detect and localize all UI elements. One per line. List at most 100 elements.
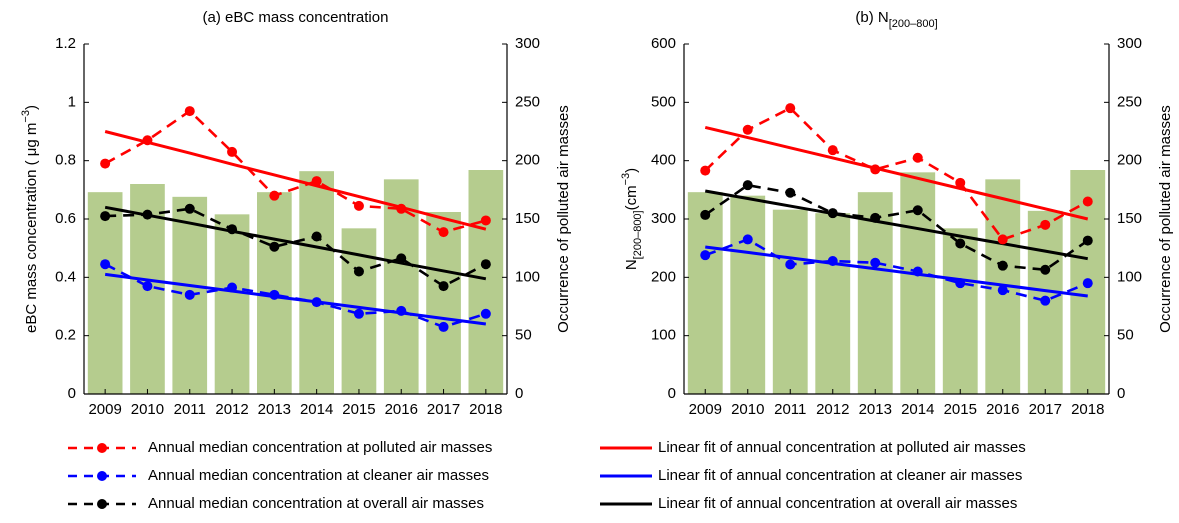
y-tick-label: 1.2 [55, 35, 76, 52]
x-tick-label: 2014 [901, 401, 934, 418]
bar [730, 195, 766, 394]
median-point [396, 305, 407, 316]
legend-label: Annual median concentration at overall a… [148, 495, 484, 512]
bar [214, 214, 250, 394]
x-tick-label: 2012 [215, 401, 248, 418]
median-point [955, 177, 966, 188]
median-point [184, 203, 195, 214]
y-axis-label: N[200–800](cm−3) [620, 168, 644, 270]
median-point [785, 187, 796, 198]
median-point [742, 180, 753, 191]
legend-marker [97, 471, 107, 481]
y-axis-label-part: N [623, 259, 640, 270]
y-tick-label: 400 [651, 152, 676, 169]
median-point [311, 231, 322, 242]
median-line [704, 237, 1089, 303]
x-tick-label: 2010 [131, 401, 164, 418]
fit-line [705, 245, 1088, 298]
x-tick-label: 2017 [427, 401, 460, 418]
fit-line [104, 130, 487, 231]
median-point [912, 152, 923, 163]
x-tick-label: 2014 [300, 401, 333, 418]
y-axis-label-part: (cm [623, 185, 640, 210]
y-tick-label: 0 [68, 385, 76, 402]
bar [87, 192, 123, 394]
median-point [438, 321, 449, 332]
median-point [827, 256, 838, 266]
median-point [353, 308, 364, 319]
bar [426, 212, 461, 394]
legend-label: Annual median concentration at cleaner a… [148, 467, 489, 484]
median-point [227, 282, 238, 293]
median-point [227, 224, 238, 235]
median-line [105, 207, 487, 288]
y-tick-label: 300 [651, 210, 676, 227]
x-tick-label: 2016 [385, 401, 418, 418]
median-point [827, 208, 838, 219]
y2-tick-label: 150 [515, 210, 540, 227]
median-point [480, 215, 491, 226]
x-tick-label: 2018 [469, 401, 502, 418]
median-point [870, 164, 881, 175]
median-point [438, 281, 449, 292]
y-axis-label-part: ) [623, 168, 640, 173]
legend-label: Linear fit of annual concentration at po… [658, 439, 1026, 456]
x-tick-label: 2011 [774, 401, 806, 418]
median-point [480, 308, 491, 319]
y2-tick-label: 100 [515, 268, 540, 285]
y2-tick-label: 300 [1117, 35, 1142, 52]
x-tick-label: 2015 [342, 401, 375, 418]
median-line [104, 263, 487, 329]
median-point [227, 146, 238, 157]
y-axis-label-part: −3 [620, 173, 632, 186]
median-point [827, 145, 838, 156]
y-tick-label: 0.4 [55, 268, 76, 285]
legend-label: Linear fit of annual concentration at cl… [658, 467, 1022, 484]
y-tick-label: 1 [68, 93, 76, 110]
y2-tick-label: 50 [1117, 327, 1134, 344]
median-point [353, 200, 364, 211]
median-point [184, 289, 195, 300]
median-point [480, 259, 491, 270]
bar [299, 171, 334, 394]
x-tick-label: 2017 [1029, 401, 1062, 418]
median-point [785, 103, 796, 114]
y-tick-label: 200 [651, 268, 676, 285]
x-tick-label: 2009 [689, 401, 722, 418]
median-point [269, 241, 280, 252]
chart-title-part: (a) eBC mass concentration [203, 9, 389, 26]
y2-tick-label: 150 [1117, 210, 1142, 227]
chart-title-part: [200–800] [889, 18, 938, 30]
median-point [912, 205, 923, 216]
legend-label: Linear fit of annual concentration at ov… [658, 495, 1017, 512]
median-point [912, 266, 923, 277]
median-point [870, 212, 881, 223]
median-point [311, 176, 322, 187]
y2-tick-label: 0 [1117, 385, 1125, 402]
legend-marker [97, 443, 107, 453]
median-point [1082, 278, 1093, 289]
y-tick-label: 0.2 [55, 327, 76, 344]
bar [942, 228, 978, 394]
x-tick-label: 2009 [88, 401, 121, 418]
median-point [870, 257, 881, 268]
x-tick-label: 2013 [859, 401, 892, 418]
median-line [704, 183, 1089, 272]
median-point [269, 289, 280, 300]
chart-title: (b) N[200–800] [855, 9, 937, 30]
x-tick-label: 2015 [944, 401, 977, 418]
median-point [142, 281, 153, 292]
median-point [184, 106, 195, 117]
y-axis-label-part: −3 [20, 110, 32, 123]
y-axis-label-part: ) [23, 105, 40, 110]
y-axis-label-part: eBC mass concentration ( μg m [23, 123, 40, 333]
y-tick-label: 0.8 [55, 152, 76, 169]
median-point [700, 165, 711, 176]
median-point [1082, 235, 1093, 246]
median-point [1040, 295, 1051, 306]
median-line [104, 109, 487, 234]
y-tick-label: 600 [651, 35, 676, 52]
median-point [438, 227, 449, 238]
bar [815, 213, 851, 394]
